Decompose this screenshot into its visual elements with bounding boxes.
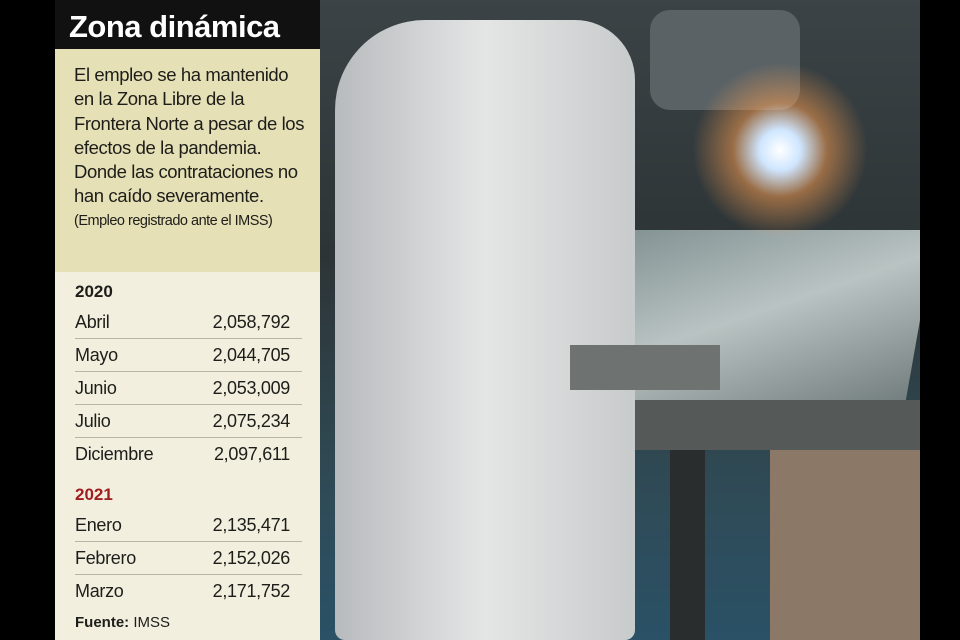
source-label: Fuente: — [75, 614, 130, 631]
value: 2,075,234 — [212, 410, 291, 431]
table-row: Marzo 2,171,752 — [75, 575, 302, 608]
source: Fuente: IMSS — [75, 614, 302, 631]
year-heading: 2021 — [75, 485, 113, 504]
title: Zona dinámica — [55, 0, 320, 49]
month: Junio — [75, 377, 117, 398]
month: Abril — [75, 311, 110, 332]
month: Marzo — [75, 581, 124, 601]
steel-block — [570, 345, 720, 390]
boxes — [770, 450, 920, 640]
month: Enero — [75, 514, 122, 535]
value: 2,058,792 — [212, 311, 291, 332]
intro-box: El empleo se ha mantenido en la Zona Lib… — [55, 49, 320, 272]
welder-photo — [320, 0, 920, 640]
value: 2,135,471 — [212, 514, 291, 535]
value: 2,152,026 — [212, 547, 291, 568]
value: 2,053,009 — [212, 377, 291, 398]
month: Mayo — [75, 344, 118, 365]
infographic-panel: Zona dinámica El empleo se ha mantenido … — [55, 0, 320, 640]
value: 2,044,705 — [212, 344, 291, 365]
month: Diciembre — [75, 444, 154, 464]
year-heading: 2020 — [75, 282, 113, 301]
source-value: IMSS — [133, 614, 171, 631]
employment-table: 2020 Abril 2,058,792 Mayo 2,044,705 Junio 2… — [55, 272, 320, 640]
month: Julio — [75, 410, 111, 431]
table-row: Junio 2,053,009 — [75, 372, 302, 405]
value: 2,171,752 — [212, 581, 291, 601]
month: Febrero — [75, 547, 136, 568]
table-leg — [670, 450, 705, 640]
intro-note: (Empleo registrado ante el IMSS) — [74, 212, 273, 229]
table-row: Mayo 2,044,705 — [75, 339, 302, 372]
table-row: Abril 2,058,792 — [75, 306, 302, 339]
value: 2,097,611 — [213, 444, 290, 464]
intro-text: El empleo se ha mantenido en la Zona Lib… — [74, 64, 305, 207]
table-row: Febrero 2,152,026 — [75, 542, 302, 575]
table-row: Julio 2,075,234 — [75, 405, 302, 438]
table-row: Enero 2,135,471 — [75, 509, 302, 542]
welder-coat — [335, 20, 635, 640]
table-row: Diciembre 2,097,611 — [75, 438, 302, 471]
welding-sparks — [680, 60, 880, 240]
